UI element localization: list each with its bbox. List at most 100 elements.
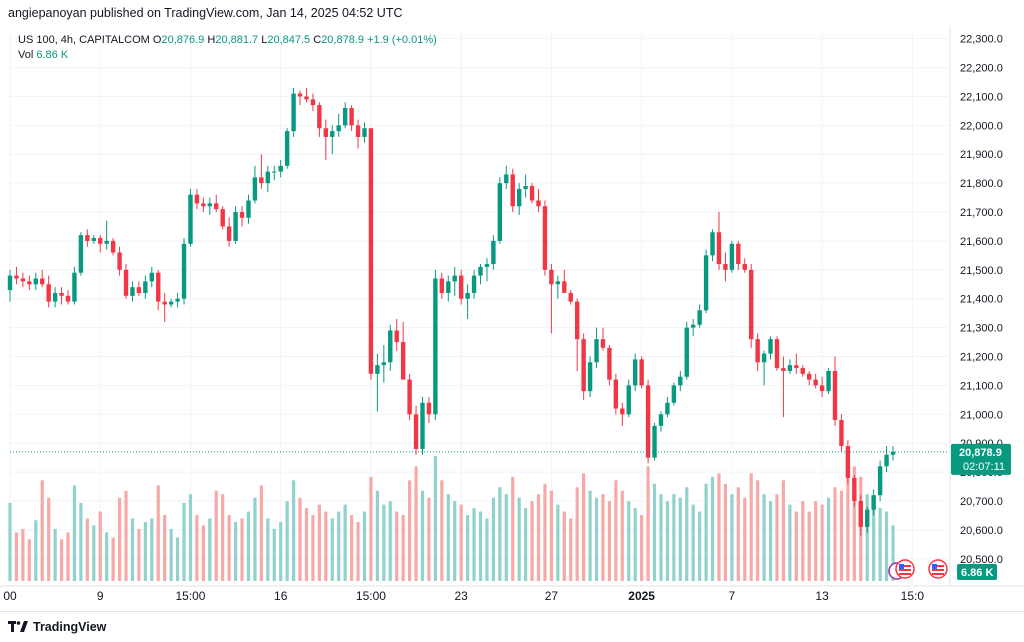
candle-body[interactable] (98, 238, 103, 244)
candle-body[interactable] (278, 165, 283, 172)
candle-body[interactable] (207, 203, 213, 207)
candle-body[interactable] (259, 177, 264, 184)
candle-body[interactable] (684, 327, 689, 377)
candle-body[interactable] (703, 255, 709, 311)
candle-body[interactable] (162, 301, 167, 305)
candle-body[interactable] (523, 186, 528, 189)
candle-body[interactable] (755, 339, 760, 363)
candle-body[interactable] (330, 131, 335, 137)
candle-body[interactable] (710, 232, 715, 256)
candle-body[interactable] (214, 203, 219, 210)
candle-body[interactable] (355, 125, 361, 137)
candle-body[interactable] (723, 264, 728, 270)
candle-body[interactable] (497, 183, 503, 241)
candle-body[interactable] (27, 281, 32, 285)
candle-body[interactable] (400, 342, 406, 380)
candle-body[interactable] (877, 466, 883, 496)
candle-body[interactable] (78, 235, 84, 273)
candle-body[interactable] (774, 339, 780, 369)
candle-body[interactable] (471, 275, 477, 293)
candle-body[interactable] (130, 287, 135, 296)
candle-body[interactable] (452, 275, 457, 282)
candle-body[interactable] (568, 292, 573, 302)
candle-body[interactable] (323, 128, 329, 137)
candle-body[interactable] (349, 108, 354, 126)
candle-body[interactable] (110, 240, 116, 253)
candle-body[interactable] (813, 379, 818, 386)
candle-body[interactable] (388, 330, 393, 363)
candle-body[interactable] (91, 238, 96, 241)
candle-body[interactable] (168, 301, 174, 305)
candle-body[interactable] (542, 206, 548, 270)
price-chart[interactable]: 20,500.020,600.020,700.020,800.020,900.0… (0, 26, 1024, 611)
candle-body[interactable] (7, 275, 13, 291)
candle-body[interactable] (871, 495, 876, 510)
candle-body[interactable] (201, 203, 206, 207)
candle-body[interactable] (729, 243, 735, 270)
candle-body[interactable] (639, 359, 644, 386)
candle-body[interactable] (72, 272, 77, 302)
candle-body[interactable] (233, 212, 238, 241)
candle-body[interactable] (104, 240, 109, 244)
candle-body[interactable] (246, 200, 251, 218)
candle-body[interactable] (252, 177, 258, 201)
candle-body[interactable] (794, 365, 799, 369)
candle-body[interactable] (426, 402, 432, 415)
candle-body[interactable] (620, 408, 625, 415)
candle-body[interactable] (65, 295, 71, 302)
candle-body[interactable] (304, 96, 309, 100)
candle-body[interactable] (671, 385, 677, 403)
candle-body[interactable] (839, 420, 844, 447)
candle-body[interactable] (265, 171, 271, 184)
candle-body[interactable] (46, 284, 51, 302)
candle-body[interactable] (156, 272, 161, 302)
candle-body[interactable] (768, 339, 773, 354)
candle-body[interactable] (581, 339, 586, 392)
candle-body[interactable] (678, 376, 683, 386)
candle-body[interactable] (59, 292, 64, 296)
candle-body[interactable] (381, 362, 387, 366)
candle-body[interactable] (291, 93, 296, 132)
candle-body[interactable] (317, 105, 322, 129)
candle-body[interactable] (342, 108, 348, 126)
candle-body[interactable] (439, 278, 445, 293)
candle-body[interactable] (175, 298, 180, 302)
candle-body[interactable] (362, 128, 367, 137)
candle-body[interactable] (632, 359, 638, 386)
candle-body[interactable] (394, 330, 399, 343)
candle-body[interactable] (33, 278, 38, 285)
candle-body[interactable] (652, 425, 657, 458)
candle-body[interactable] (807, 373, 812, 380)
candle-body[interactable] (85, 235, 90, 241)
candle-body[interactable] (749, 269, 754, 340)
candle-body[interactable] (484, 264, 490, 267)
candle-body[interactable] (574, 301, 580, 340)
candle-body[interactable] (194, 194, 200, 204)
candle-body[interactable] (149, 272, 154, 282)
candle-body[interactable] (413, 414, 419, 449)
candle-body[interactable] (504, 174, 509, 184)
candle-body[interactable] (562, 281, 567, 293)
candle-body[interactable] (826, 370, 831, 392)
tradingview-logo[interactable]: TradingView (8, 620, 106, 634)
candle-body[interactable] (607, 347, 612, 380)
candle-body[interactable] (143, 281, 148, 293)
candle-body[interactable] (761, 353, 767, 363)
candle-body[interactable] (226, 226, 232, 241)
candle-body[interactable] (40, 278, 45, 285)
candle-body[interactable] (297, 93, 303, 97)
candle-body[interactable] (478, 266, 483, 276)
candle-body[interactable] (555, 281, 561, 285)
candle-body[interactable] (220, 209, 225, 227)
candle-body[interactable] (613, 379, 619, 409)
candle-body[interactable] (117, 252, 122, 270)
candle-body[interactable] (491, 240, 496, 265)
candle-body[interactable] (690, 324, 696, 328)
candle-body[interactable] (336, 125, 341, 132)
candle-body[interactable] (626, 385, 631, 415)
candle-body[interactable] (52, 292, 58, 302)
candle-body[interactable] (594, 339, 599, 363)
candle-body[interactable] (600, 339, 606, 348)
candle-body[interactable] (458, 275, 464, 299)
candle-body[interactable] (510, 174, 515, 207)
